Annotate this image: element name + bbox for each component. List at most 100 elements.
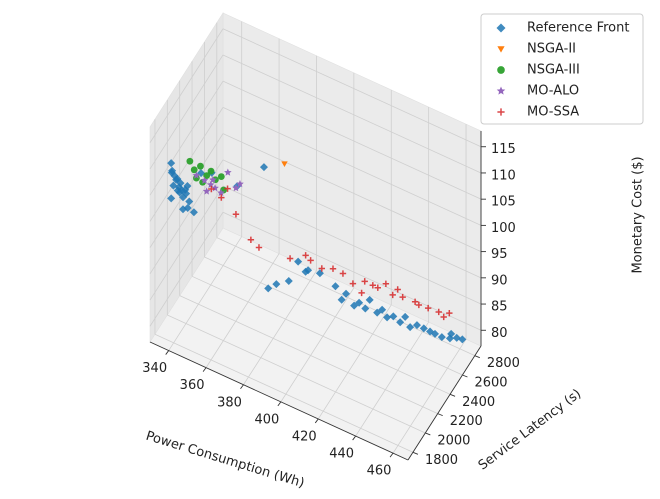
z-gridline-left bbox=[149, 54, 224, 170]
y-tick-label: 1800 bbox=[425, 453, 458, 468]
data-point-series-4 bbox=[394, 286, 401, 293]
y-tick bbox=[462, 374, 468, 378]
data-point-series-0 bbox=[169, 181, 178, 190]
data-point-series-0 bbox=[331, 282, 340, 291]
y-tick-label: 2800 bbox=[487, 356, 520, 371]
x-gridline-floor bbox=[168, 236, 243, 351]
data-point-series-0 bbox=[179, 205, 188, 214]
y-gridline-floor bbox=[154, 333, 414, 453]
legend-marker bbox=[497, 46, 505, 53]
data-point-series-4 bbox=[349, 280, 357, 287]
data-point-series-4 bbox=[329, 265, 337, 272]
data-point-series-0 bbox=[167, 168, 176, 177]
y-gridline-floor bbox=[191, 275, 451, 395]
x-tick-label: 380 bbox=[217, 395, 242, 410]
data-point-series-0 bbox=[350, 301, 359, 310]
data-point-series-4 bbox=[208, 185, 215, 193]
data-point-series-0 bbox=[389, 312, 398, 321]
legend-marker bbox=[497, 66, 505, 74]
data-point-series-3 bbox=[209, 175, 217, 184]
y-axis-line bbox=[407, 345, 482, 461]
x-tick bbox=[202, 367, 207, 372]
data-point-series-0 bbox=[401, 312, 410, 321]
data-point-series-0 bbox=[396, 318, 405, 327]
y-gridline-floor bbox=[167, 314, 426, 434]
data-point-series-0 bbox=[419, 324, 428, 333]
data-point-series-0 bbox=[167, 159, 176, 168]
data-point-series-4 bbox=[339, 270, 347, 277]
data-point-series-0 bbox=[337, 295, 346, 304]
legend-label: NSGA-II bbox=[527, 42, 576, 57]
data-point-series-2 bbox=[203, 172, 211, 180]
x-gridline-floor bbox=[392, 338, 467, 454]
data-point-series-0 bbox=[373, 308, 382, 317]
x-tick bbox=[314, 418, 319, 424]
y-tick bbox=[474, 355, 480, 359]
z-gridline-back bbox=[222, 107, 482, 226]
x-tick bbox=[240, 384, 244, 390]
y-tick-label: 2600 bbox=[474, 375, 507, 390]
legend-label: NSGA-III bbox=[527, 63, 580, 78]
z-gridline-back bbox=[222, 133, 482, 252]
data-point-series-0 bbox=[342, 289, 351, 298]
x-tick bbox=[352, 435, 357, 441]
y-tick-label: 2200 bbox=[450, 414, 483, 429]
data-point-series-2 bbox=[217, 173, 225, 180]
x-tick bbox=[277, 401, 282, 407]
z-gridline-left bbox=[149, 80, 224, 196]
legend-marker bbox=[496, 23, 506, 33]
x-gridline-floor bbox=[317, 304, 392, 420]
data-point-series-4 bbox=[424, 304, 432, 312]
legend-marker bbox=[496, 86, 506, 95]
y-tick bbox=[449, 393, 456, 397]
data-point-series-4 bbox=[415, 301, 423, 309]
data-point-series-0 bbox=[361, 304, 370, 313]
x-tick-label: 420 bbox=[292, 429, 317, 444]
x-axis-title: Power Consumption (Wh) bbox=[144, 429, 306, 492]
x-tick-label: 340 bbox=[142, 361, 167, 376]
data-point-series-4 bbox=[399, 293, 406, 301]
data-point-series-0 bbox=[167, 194, 176, 203]
data-point-series-3 bbox=[217, 188, 225, 197]
data-point-series-0 bbox=[365, 295, 374, 304]
z-gridline-left bbox=[149, 185, 224, 301]
y-tick bbox=[437, 413, 443, 417]
data-point-series-4 bbox=[411, 298, 419, 305]
data-point-series-4 bbox=[435, 308, 442, 316]
data-point-series-4 bbox=[374, 284, 381, 291]
z-gridline-left bbox=[149, 212, 224, 327]
data-point-series-4 bbox=[318, 265, 326, 272]
data-point-series-4 bbox=[382, 280, 390, 287]
legend-label: MO-SSA bbox=[527, 105, 579, 120]
z-tick-label: 110 bbox=[491, 168, 516, 183]
z-axis-title: Monetary Cost ($) bbox=[631, 156, 646, 273]
data-point-series-4 bbox=[369, 282, 377, 289]
x-tick-label: 440 bbox=[329, 447, 354, 462]
data-point-series-0 bbox=[189, 208, 198, 217]
z-tick-label: 90 bbox=[491, 273, 508, 288]
x-gridline-floor bbox=[243, 270, 317, 385]
x-tick-label: 460 bbox=[367, 464, 392, 479]
data-point-series-0 bbox=[175, 188, 184, 197]
y-tick-label: 2000 bbox=[437, 433, 470, 448]
data-point-series-3 bbox=[236, 180, 244, 188]
data-point-series-4 bbox=[358, 289, 365, 297]
data-point-series-4 bbox=[446, 309, 453, 317]
z-tick-label: 100 bbox=[491, 221, 516, 236]
data-point-series-0 bbox=[179, 193, 188, 202]
data-point-series-0 bbox=[437, 333, 446, 342]
legend-box bbox=[480, 13, 644, 125]
data-point-series-4 bbox=[302, 252, 309, 259]
data-point-series-4 bbox=[247, 236, 255, 243]
legend-marker bbox=[497, 108, 505, 116]
z-gridline-back bbox=[222, 80, 482, 200]
y-tick-label: 2400 bbox=[462, 395, 495, 410]
z-tick-label: 95 bbox=[491, 247, 508, 262]
data-point-series-3 bbox=[200, 176, 209, 184]
x-tick bbox=[389, 452, 394, 458]
z-gridline-left bbox=[149, 28, 224, 143]
legend-label: Reference Front bbox=[527, 21, 629, 36]
data-point-series-0 bbox=[183, 182, 192, 191]
